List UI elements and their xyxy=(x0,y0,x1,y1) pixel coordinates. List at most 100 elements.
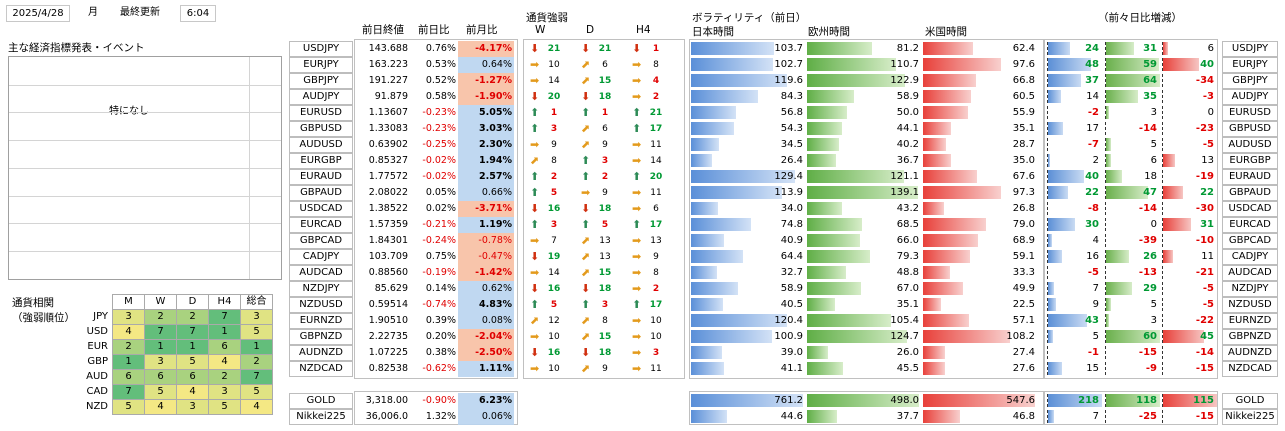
diff-eu-value: 35 xyxy=(1143,91,1157,102)
pair-label-right: AUDNZD xyxy=(1222,345,1278,361)
vol-jp-bar xyxy=(691,74,787,87)
corr-row-label: USD xyxy=(86,326,108,337)
diff-jp-zero xyxy=(1047,234,1048,247)
vol-eu-bar xyxy=(807,234,860,247)
strength-d-icon: ⬆ xyxy=(581,170,591,183)
diff-jp-value: 7 xyxy=(1092,283,1099,294)
diff-eu-value: 118 xyxy=(1136,395,1157,406)
corr-cell: 1 xyxy=(240,339,273,355)
extras-vol-frame xyxy=(689,391,1044,425)
vol-us-value: 97.6 xyxy=(1012,59,1035,70)
prev-close: 1.07225 xyxy=(368,347,408,358)
day-change: 0.58% xyxy=(425,91,456,102)
vol-us-value: 59.1 xyxy=(1012,251,1035,262)
diff-eu-bar xyxy=(1106,74,1160,87)
pair-label-left: USDJPY xyxy=(289,41,353,57)
corr-cell: 1 xyxy=(176,339,209,355)
strength-d-icon: ⬈ xyxy=(581,250,591,263)
strength-h4-rank: 11 xyxy=(650,364,662,374)
vol-us-value: 55.9 xyxy=(1012,107,1035,118)
vol-jp-value: 32.7 xyxy=(780,267,803,278)
diff-jp-value: 218 xyxy=(1078,395,1099,406)
diff-jp-value: -2 xyxy=(1087,107,1099,118)
diff-jp-value: 37 xyxy=(1085,75,1099,86)
strength-h4-icon: ➡ xyxy=(632,266,642,279)
prev-close: 103.709 xyxy=(368,251,408,262)
pair-label-left: GBPCAD xyxy=(289,233,353,249)
month-change: -1.90% xyxy=(458,89,514,105)
diff-jp-zero xyxy=(1047,58,1048,71)
diff-us-value: -34 xyxy=(1195,75,1214,86)
vol-eu-value: 121.1 xyxy=(890,171,919,182)
corr-corner xyxy=(78,295,113,310)
diff-jp-value: 16 xyxy=(1086,251,1099,262)
vol-us-bar xyxy=(923,170,978,183)
strength-w-rank: 14 xyxy=(548,268,560,278)
diff-us-zero xyxy=(1162,250,1163,263)
diff-eu-value: 31 xyxy=(1143,43,1157,54)
corr-cell: 3 xyxy=(176,399,209,415)
strength-d-icon: ⬈ xyxy=(581,330,591,343)
diff-eu-zero xyxy=(1105,330,1106,343)
vol-eu-bar xyxy=(807,218,862,231)
month-change: 1.19% xyxy=(458,217,514,233)
strength-w-rank: 20 xyxy=(547,92,561,102)
vol-us-value: 97.3 xyxy=(1012,187,1035,198)
vol-jp-bar xyxy=(691,282,739,295)
diff-eu-zero xyxy=(1105,298,1106,311)
vol-jp-value: 113.9 xyxy=(774,187,803,198)
strength-w-icon: ⬆ xyxy=(530,218,540,231)
pair-label-right: GBPNZD xyxy=(1222,329,1278,345)
diff-eu-value: 0 xyxy=(1150,219,1157,230)
pair-label-left: AUDNZD xyxy=(289,345,353,361)
diff-jp-zero xyxy=(1047,394,1048,407)
strength-w-rank: 16 xyxy=(547,284,561,294)
diff-us-value: 0 xyxy=(1207,107,1214,118)
vol-jp-bar xyxy=(691,58,774,71)
strength-d-rank: 9 xyxy=(602,140,608,150)
vol-us-bar xyxy=(923,122,952,135)
diff-jp-bar xyxy=(1048,362,1062,375)
day-change: -0.19% xyxy=(422,267,456,278)
vol-eu-bar xyxy=(807,74,906,87)
strength-d-icon: ⬆ xyxy=(581,106,591,119)
prev-close: 1.38522 xyxy=(368,203,408,214)
corr-cell: 5 xyxy=(240,324,273,340)
vol-eu-value: 79.3 xyxy=(896,251,919,262)
day-change: 0.38% xyxy=(425,347,456,358)
diff-jp-value: 22 xyxy=(1085,187,1099,198)
month-change: -4.17% xyxy=(458,41,514,57)
strength-h4-icon: ⬇ xyxy=(632,42,642,55)
pair-label-left: GOLD xyxy=(289,393,353,409)
strength-h4-icon: ⬆ xyxy=(632,170,642,183)
update-label: 最終更新 xyxy=(120,7,160,18)
vol-jp-bar xyxy=(691,90,759,103)
corr-row-label: AUD xyxy=(86,371,108,382)
diff-eu-value: 3 xyxy=(1150,107,1157,118)
strength-h4-rank: 11 xyxy=(650,188,662,198)
strength-h4-icon: ➡ xyxy=(632,202,642,215)
strength-h4-rank: 2 xyxy=(652,284,660,294)
diff-us-zero xyxy=(1162,186,1163,199)
day-change: -0.25% xyxy=(422,139,456,150)
diff-us-value: 6 xyxy=(1207,43,1214,54)
col-tokyo: 日本時間 xyxy=(692,26,734,38)
strength-h4-icon: ➡ xyxy=(632,234,642,247)
events-grid-line xyxy=(9,167,281,169)
strength-w-rank: 1 xyxy=(550,108,558,118)
prev-close: 0.59514 xyxy=(368,299,408,310)
corr-cell: 4 xyxy=(112,324,145,340)
vol-eu-value: 105.4 xyxy=(890,315,919,326)
vol-us-bar xyxy=(923,138,946,151)
strength-w-icon: ⬇ xyxy=(530,202,540,215)
correlation-title: 通貨相関 （強弱順位） xyxy=(12,296,75,326)
vol-eu-bar xyxy=(807,202,842,215)
diff-jp-zero xyxy=(1047,186,1048,199)
vol-jp-value: 100.9 xyxy=(774,331,803,342)
prev-close: 85.629 xyxy=(374,283,408,294)
diff-us-zero xyxy=(1162,234,1163,247)
vol-us-bar xyxy=(923,234,979,247)
strength-w-rank: 21 xyxy=(547,44,561,54)
diff-us-value: -14 xyxy=(1195,347,1214,358)
strength-h4-rank: 13 xyxy=(650,236,662,246)
